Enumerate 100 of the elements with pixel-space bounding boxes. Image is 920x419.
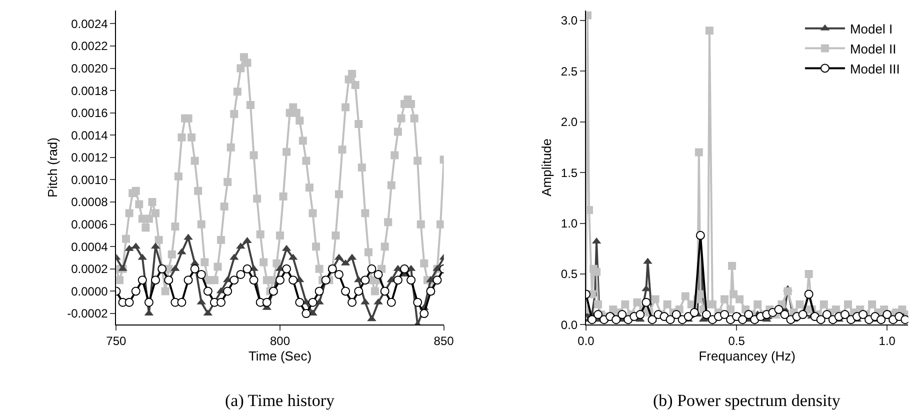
y-axis-title: Amplitude [538,138,554,196]
y-tick-label: 2.0 [560,115,578,130]
y-tick-label: 0.0002 [71,262,108,276]
x-tick-label: 0.0 [578,334,595,348]
point [612,315,621,324]
point [858,310,868,320]
point [380,286,390,296]
y-tick-label: 0.0018 [71,84,108,98]
y-tick-label: 0.0022 [71,39,108,54]
point [190,264,200,274]
text: (a) Time history [225,391,336,410]
point [302,309,311,318]
point [588,315,597,324]
legend-label: Model I [850,21,893,36]
point [690,308,699,317]
point [131,286,140,296]
point [124,298,134,307]
point [242,264,252,274]
y-tick-label: 0.0008 [71,195,108,210]
point [262,298,272,307]
x-tick-label: 0.5 [728,334,746,348]
y-tick-label: 0.0016 [71,106,108,120]
point [420,309,429,318]
y-tick-label: 2.5 [560,64,578,78]
point [308,298,318,307]
point [400,264,409,274]
point [360,276,370,285]
point [164,276,174,285]
point [184,276,193,285]
point [151,276,160,285]
point [341,286,350,296]
point [367,264,376,274]
y-tick-label: 0.0020 [71,61,108,76]
point [354,286,364,296]
point [295,298,304,307]
x-tick-label: 1.0 [878,334,896,348]
point [696,230,705,240]
y-tick-label: 0.0000 [71,284,108,298]
point [876,315,886,324]
point [666,315,675,324]
point [648,315,657,324]
legend-label: Model III [850,61,900,76]
point [196,270,206,279]
point [393,276,402,285]
point [144,298,154,307]
y-tick-label: 0.0012 [71,150,108,165]
point [594,310,603,320]
point [744,310,754,320]
point [216,298,226,307]
point [288,276,298,285]
y-tick-label: 1.0 [560,216,578,230]
point [702,310,711,320]
point [636,310,645,320]
point [249,276,258,285]
point [882,310,892,320]
point [374,270,383,279]
point [348,298,357,307]
point [230,276,239,285]
y-tick-label: 0.0006 [71,218,108,232]
point [642,298,651,307]
point [432,276,442,285]
point [900,315,908,324]
point [236,270,246,279]
y-tick-label: 0.0004 [71,240,108,254]
point [138,276,147,285]
point [177,298,186,307]
y-tick-label: 0.5 [560,267,578,282]
text: (b) Power spectrum density [653,391,841,410]
point [822,310,832,320]
legend-label: Model II [850,41,896,56]
y-tick-label: -0.0002 [67,306,108,321]
point [804,290,814,299]
y-tick-label: 0.0 [560,318,578,332]
point [798,310,808,320]
x-axis-title: Frequancey (Hz) [698,348,796,364]
y-tick-label: 0.0010 [71,172,108,187]
x-axis-title: Time (Sec) [248,348,312,364]
point [413,298,422,307]
point [672,310,681,320]
y-tick-label: 0.0024 [71,16,108,31]
point [203,286,212,296]
y-tick-label: 0.0014 [71,128,108,142]
y-tick-label: 3.0 [560,14,578,28]
point [268,286,278,296]
point [720,310,730,320]
point [840,310,850,320]
point [276,276,284,285]
x-tick-label: 850 [434,334,454,348]
point [386,298,396,307]
point [780,310,790,320]
point [314,286,324,296]
x-tick-label: 800 [270,334,290,348]
point [738,315,748,324]
point [406,276,416,285]
point [282,264,292,274]
x-tick-label: 750 [106,334,127,348]
y-tick-label: 1.5 [560,166,578,180]
point [816,315,826,324]
point [334,270,344,279]
point [684,312,693,322]
